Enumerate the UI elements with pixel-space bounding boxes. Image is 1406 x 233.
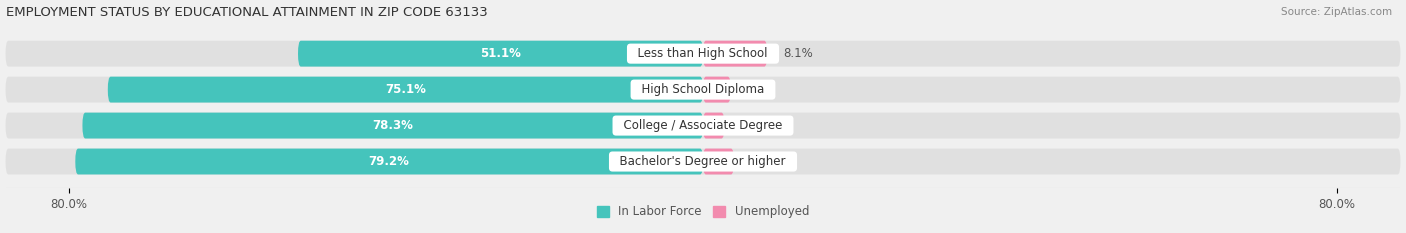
FancyBboxPatch shape — [108, 77, 703, 103]
Text: Source: ZipAtlas.com: Source: ZipAtlas.com — [1281, 7, 1392, 17]
FancyBboxPatch shape — [298, 41, 703, 67]
FancyBboxPatch shape — [703, 77, 731, 103]
Text: 3.5%: 3.5% — [747, 83, 776, 96]
Text: 79.2%: 79.2% — [368, 155, 409, 168]
FancyBboxPatch shape — [6, 77, 1400, 103]
Text: Bachelor's Degree or higher: Bachelor's Degree or higher — [613, 155, 793, 168]
Text: High School Diploma: High School Diploma — [634, 83, 772, 96]
FancyBboxPatch shape — [76, 149, 703, 175]
Text: 51.1%: 51.1% — [479, 47, 522, 60]
Text: 3.9%: 3.9% — [749, 155, 779, 168]
FancyBboxPatch shape — [703, 113, 724, 138]
Text: 78.3%: 78.3% — [373, 119, 413, 132]
FancyBboxPatch shape — [6, 41, 1400, 67]
FancyBboxPatch shape — [703, 149, 734, 175]
Text: 75.1%: 75.1% — [385, 83, 426, 96]
Legend: In Labor Force, Unemployed: In Labor Force, Unemployed — [592, 201, 814, 223]
FancyBboxPatch shape — [703, 41, 768, 67]
Text: College / Associate Degree: College / Associate Degree — [616, 119, 790, 132]
FancyBboxPatch shape — [6, 113, 1400, 138]
Text: Less than High School: Less than High School — [630, 47, 776, 60]
Text: 8.1%: 8.1% — [783, 47, 813, 60]
FancyBboxPatch shape — [6, 149, 1400, 175]
Text: 2.7%: 2.7% — [740, 119, 770, 132]
FancyBboxPatch shape — [83, 113, 703, 138]
Text: EMPLOYMENT STATUS BY EDUCATIONAL ATTAINMENT IN ZIP CODE 63133: EMPLOYMENT STATUS BY EDUCATIONAL ATTAINM… — [6, 6, 488, 19]
